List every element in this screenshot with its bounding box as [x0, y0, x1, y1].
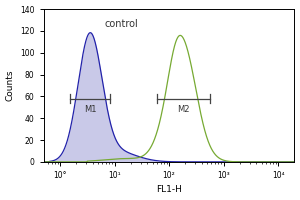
Text: control: control [105, 19, 139, 29]
Y-axis label: Counts: Counts [6, 70, 15, 101]
X-axis label: FL1-H: FL1-H [156, 185, 182, 194]
Text: M1: M1 [84, 105, 96, 114]
Text: M2: M2 [177, 105, 190, 114]
